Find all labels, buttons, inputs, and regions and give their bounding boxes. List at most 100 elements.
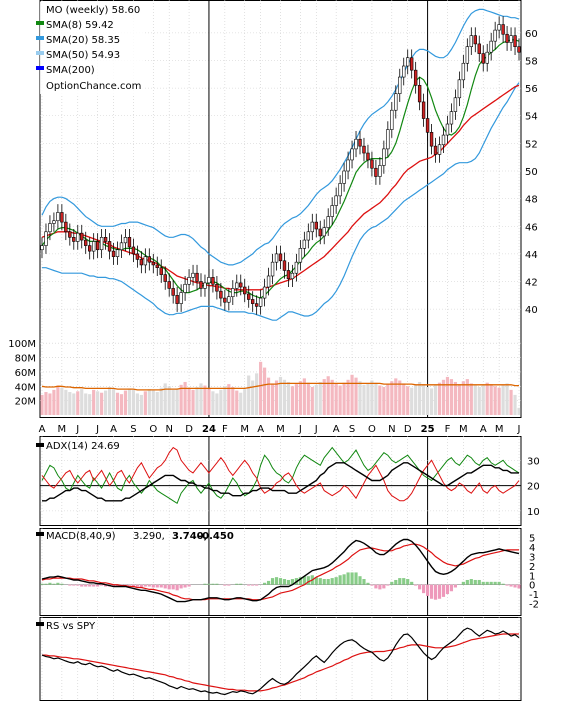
candle-body — [187, 277, 191, 285]
macd-histogram-bar — [445, 584, 450, 595]
macd-histogram-bar — [453, 584, 457, 588]
volume-bar — [159, 387, 163, 415]
candle-body — [231, 288, 235, 298]
candle-body — [127, 237, 132, 248]
price-tick-label: 54 — [525, 112, 538, 123]
macd-histogram-bar — [104, 584, 108, 587]
volume-bar — [203, 385, 207, 415]
bollinger-lower-line — [42, 82, 520, 321]
candle-body — [473, 35, 477, 45]
price-tick-label: 60 — [525, 29, 538, 40]
candle-body — [417, 85, 422, 103]
macd-histogram-bar — [147, 584, 151, 587]
candle-body — [338, 183, 342, 197]
macd-histogram-bar — [505, 584, 509, 586]
macd-tick-label: 4 — [529, 543, 535, 554]
volume-bar — [266, 377, 271, 415]
volume-bar — [215, 393, 219, 415]
candle-body — [374, 167, 378, 177]
macd-histogram-bar — [501, 583, 505, 585]
x-tick-label: J — [314, 424, 318, 435]
volume-bar — [366, 383, 370, 415]
candle-body — [457, 79, 462, 99]
macd-histogram-bar — [509, 584, 513, 587]
candle-body — [167, 281, 171, 289]
candle-body — [433, 145, 438, 155]
volume-bar — [119, 394, 124, 415]
candle-body — [95, 241, 100, 251]
legend-swatch — [36, 36, 44, 40]
x-tick-label: M — [276, 424, 285, 435]
volume-bar — [135, 393, 139, 415]
volume-bar — [485, 382, 489, 415]
candle-body — [517, 46, 521, 53]
candle-body — [501, 24, 505, 35]
volume-bar — [251, 380, 255, 415]
candle-body — [159, 267, 163, 275]
macd-histogram-bar — [270, 578, 275, 585]
volume-bar — [461, 381, 465, 415]
price-tick-label: 44 — [525, 250, 538, 261]
x-tick-label: N — [165, 424, 172, 435]
macd-legend-value1: 3.290, — [133, 531, 165, 542]
macd-histogram-bar — [56, 582, 60, 585]
volume-bar — [402, 383, 406, 415]
candle-body — [489, 40, 493, 53]
macd-histogram-bar — [418, 584, 422, 590]
candle-body — [175, 295, 179, 304]
volume-bar — [115, 392, 120, 415]
macd-histogram-bar — [382, 584, 386, 589]
volume-bar — [513, 394, 517, 415]
volume-bar — [441, 379, 446, 415]
macd-histogram-bar — [163, 584, 167, 589]
volume-bar — [422, 384, 426, 415]
price-tick-label: 48 — [525, 195, 538, 206]
candle-body — [469, 35, 474, 47]
volume-bar — [80, 389, 84, 415]
macd-histogram-bar — [143, 584, 147, 587]
macd-histogram-bar — [318, 578, 322, 585]
candle-body — [378, 165, 382, 177]
macd-histogram-bar — [513, 584, 517, 588]
adx-legend-label: ADX(14) 24.69 — [46, 441, 120, 452]
macd-histogram-bar — [223, 584, 227, 586]
macd-histogram-bar — [350, 572, 354, 585]
macd-legend-value3: -0.450 — [198, 531, 234, 542]
macd-histogram-bar — [290, 579, 295, 585]
volume-bar — [306, 382, 310, 415]
macd-histogram-bar — [171, 584, 175, 590]
candle-body — [282, 260, 287, 271]
volume-bar — [493, 386, 497, 415]
macd-histogram-bar — [322, 579, 326, 585]
macd-histogram-bar — [227, 584, 231, 586]
candle-body — [286, 270, 291, 280]
macd-histogram-bar — [449, 584, 454, 592]
volume-bar — [274, 380, 279, 415]
volume-tick-label: 100M — [8, 339, 36, 350]
candle-body — [171, 288, 175, 296]
macd-histogram-bar — [326, 579, 330, 585]
candle-body — [68, 231, 72, 238]
candle-body — [465, 46, 470, 64]
macd-histogram-bar — [354, 572, 358, 585]
volume-bar — [445, 376, 450, 415]
volume-bar — [92, 389, 96, 415]
candle-body — [247, 293, 251, 300]
volume-bar — [100, 392, 104, 415]
candle-body — [485, 51, 489, 64]
candle-body — [350, 148, 354, 161]
volume-bar — [231, 386, 235, 415]
volume-bar — [406, 386, 410, 415]
macd-histogram-bar — [338, 575, 342, 585]
volume-bar — [239, 392, 243, 415]
volume-bar — [473, 385, 477, 415]
volume-bar — [139, 394, 143, 415]
candle-body — [183, 283, 187, 293]
macd-tick-label: 3 — [529, 552, 535, 563]
macd-histogram-bar — [282, 579, 287, 585]
volume-bar — [469, 383, 473, 415]
macd-histogram-bar — [422, 584, 426, 594]
x-tick-label: M — [495, 424, 504, 435]
volume-bar — [418, 381, 422, 415]
